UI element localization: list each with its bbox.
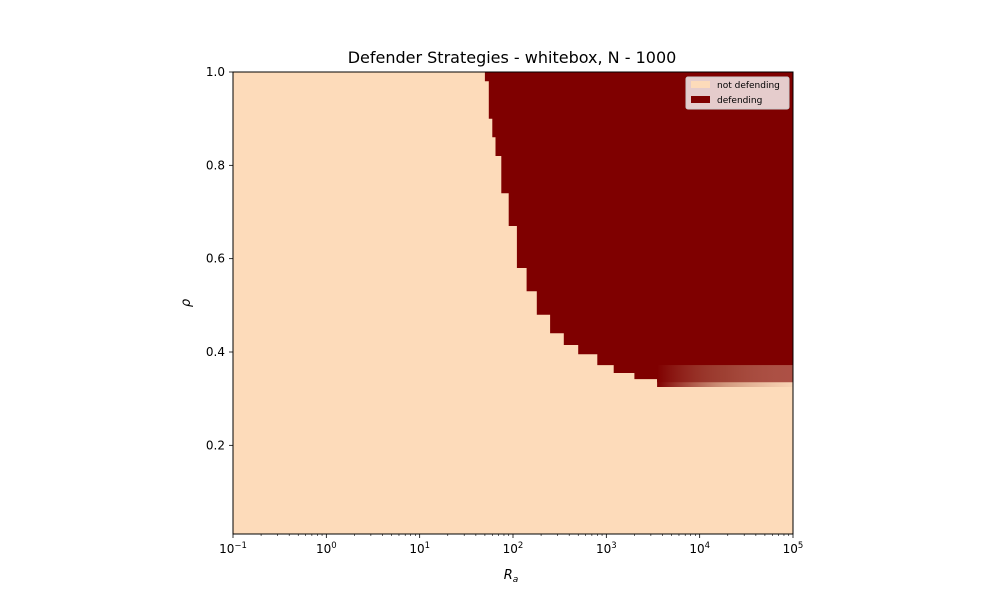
legend-swatch-not-defending	[691, 81, 710, 88]
y-tick-label: 0.6	[206, 252, 225, 266]
legend: not defending defending	[685, 76, 790, 110]
chart-title: Defender Strategies - whitebox, N - 1000	[348, 48, 677, 67]
x-tick-label: 101	[409, 541, 430, 556]
legend-label-defending: defending	[717, 96, 762, 106]
y-tick-label: 0.2	[206, 438, 225, 452]
y-tick-label: 1.0	[206, 65, 225, 79]
y-tick-label: 0.8	[206, 158, 225, 172]
defending-region	[481, 72, 793, 383]
x-axis-label: Ra	[504, 568, 519, 585]
legend-swatch-defending	[691, 96, 710, 103]
legend-label-not-defending: not defending	[717, 81, 780, 91]
x-tick-label: 103	[596, 541, 617, 556]
y-tick-label: 0.4	[206, 345, 225, 359]
x-tick-label: 10−1	[219, 541, 247, 556]
y-axis: 0.2 0.4 0.6 0.8 1.0	[206, 65, 233, 452]
y-axis-label: ρ	[179, 298, 194, 307]
legend-box	[685, 76, 790, 110]
plot-area	[232, 71, 794, 535]
x-tick-label: 104	[689, 541, 710, 556]
transition-band	[657, 365, 793, 387]
x-tick-label: 100	[316, 541, 337, 556]
x-tick-label: 102	[503, 541, 524, 556]
x-tick-label: 105	[783, 541, 804, 556]
x-axis: 10−1 100 101 102 103 104 105	[219, 534, 803, 556]
